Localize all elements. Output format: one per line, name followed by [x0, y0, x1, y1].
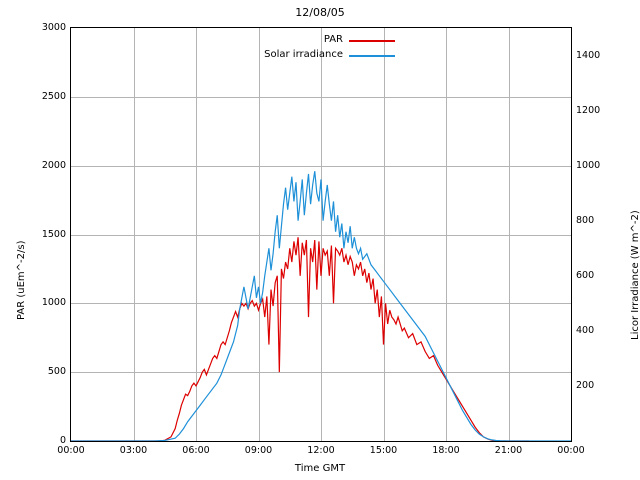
legend-label-par: PAR — [323, 34, 343, 45]
grid-line-vertical — [259, 28, 260, 441]
grid-line-horizontal — [71, 97, 571, 98]
y-tick-label-right: 800 — [576, 214, 595, 226]
y-tick-label-left: 500 — [47, 366, 66, 378]
grid-line-vertical — [509, 28, 510, 441]
grid-line-vertical — [446, 28, 447, 441]
plot-area — [70, 27, 572, 442]
y-tick-label-right: 1400 — [576, 49, 601, 61]
x-tick-label: 03:00 — [119, 445, 148, 456]
grid-line-vertical — [134, 28, 135, 441]
x-axis-title: Time GMT — [294, 463, 346, 474]
grid-line-vertical — [384, 28, 385, 441]
y-axis-right-title: Licor Irradiance (W m^-2) — [630, 210, 640, 340]
x-tick-label: 09:00 — [244, 445, 273, 456]
legend-swatch-par — [349, 40, 395, 42]
y-tick-label-right: 1200 — [576, 104, 601, 116]
y-tick-label-right: 400 — [576, 324, 595, 336]
y-tick-label-left: 1000 — [41, 297, 66, 309]
grid-line-horizontal — [71, 166, 571, 167]
grid-line-vertical — [196, 28, 197, 441]
x-tick-label: 06:00 — [182, 445, 210, 456]
x-tick-label: 18:00 — [432, 445, 460, 456]
grid-line-horizontal — [71, 372, 571, 373]
y-axis-left-title: PAR (uEm^-2/s) — [16, 240, 27, 321]
y-tick-label-left: 1500 — [41, 228, 66, 240]
x-tick-label: 00:00 — [557, 445, 585, 456]
y-tick-label-right: 600 — [576, 269, 595, 281]
grid-line-vertical — [321, 28, 322, 441]
y-tick-label-left: 3000 — [41, 22, 66, 33]
series-lines — [71, 171, 571, 441]
y-tick-label-left: 2000 — [41, 159, 66, 171]
chart-title: 12/08/05 — [295, 6, 345, 19]
x-tick-label: 00:00 — [57, 445, 85, 456]
y-tick-label-right: 1000 — [576, 159, 601, 171]
y-tick-label-right: 200 — [576, 379, 595, 391]
legend-swatch-solar-irradiance — [349, 55, 395, 57]
x-tick-label: 15:00 — [369, 445, 398, 456]
legend-label-solar-irradiance: Solar irradiance — [264, 49, 343, 60]
x-tick-label: 21:00 — [494, 445, 523, 456]
series-line-par — [71, 237, 530, 441]
series-line-solar-irradiance — [71, 171, 571, 441]
grid-line-horizontal — [71, 303, 571, 304]
y-tick-label-left: 2500 — [41, 90, 66, 102]
x-tick-label: 12:00 — [307, 445, 335, 456]
grid-line-horizontal — [71, 235, 571, 236]
y-tick-label-left: 0 — [59, 435, 66, 446]
